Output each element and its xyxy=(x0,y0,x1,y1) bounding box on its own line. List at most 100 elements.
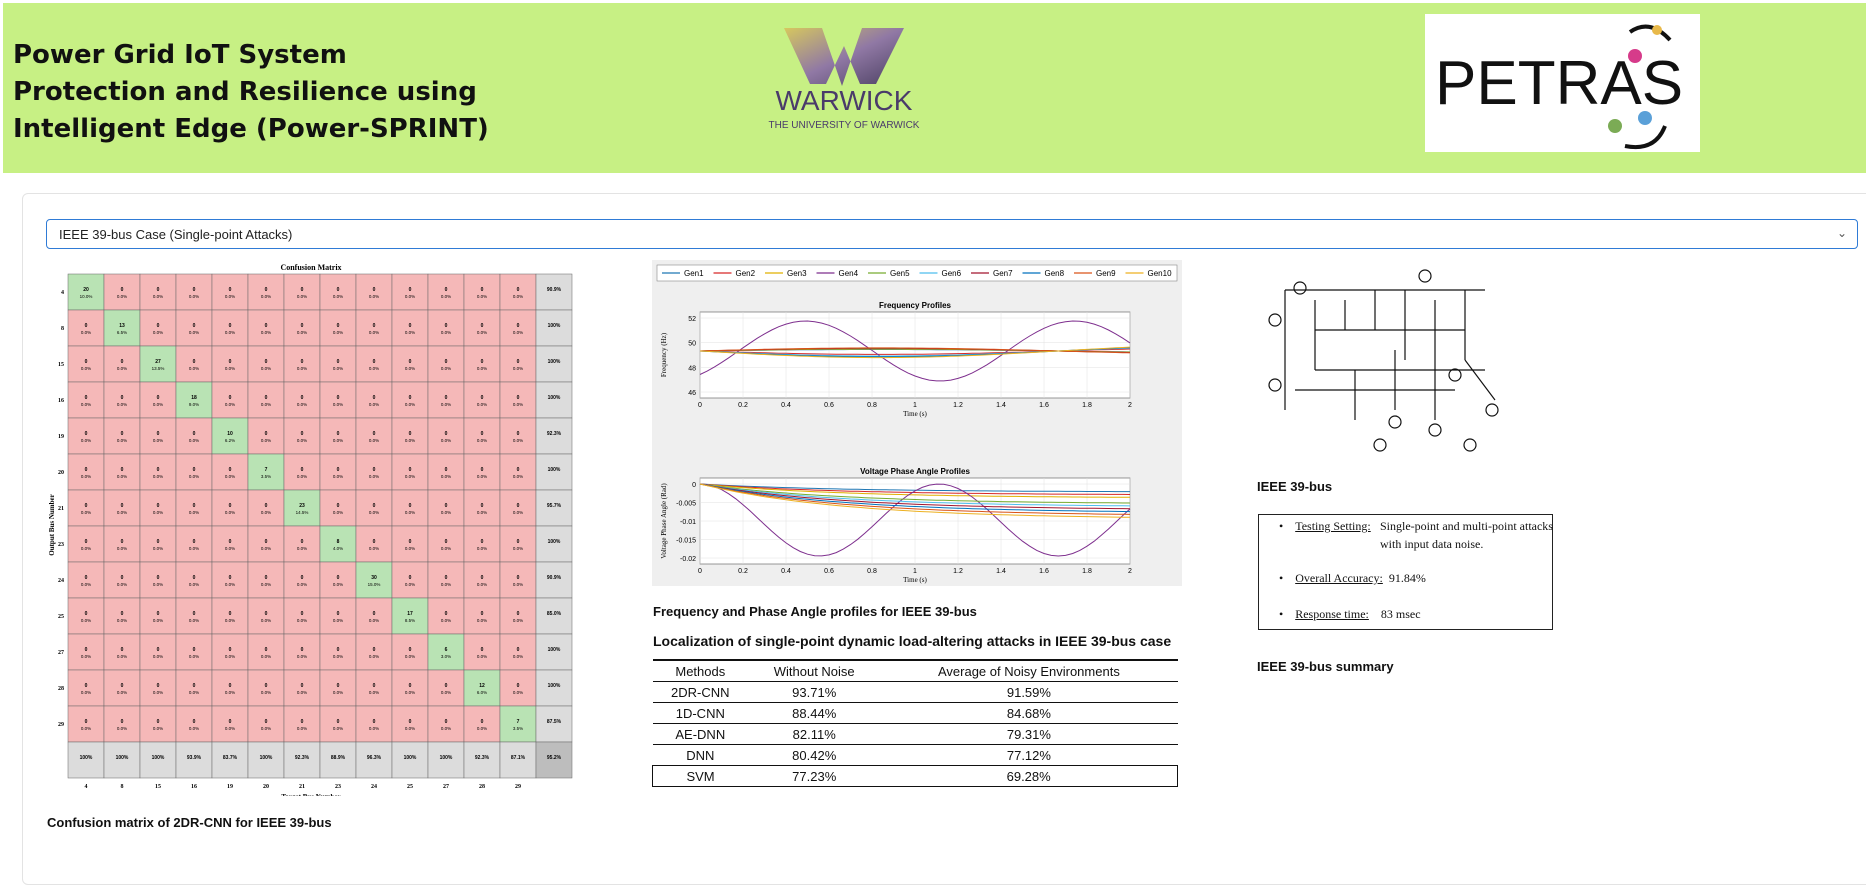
cm-cell-pct: 0.0% xyxy=(369,654,379,659)
cm-cell-pct: 0.0% xyxy=(117,294,127,299)
cm-cell-pct: 0.0% xyxy=(81,438,91,443)
cm-cell-pct: 0.0% xyxy=(189,546,199,551)
cm-cell-pct: 6.2% xyxy=(225,438,235,443)
cm-cell-value: 0 xyxy=(229,719,232,725)
cm-cell xyxy=(391,741,429,779)
table-row: SVM 77.23% 69.28% xyxy=(652,765,1178,787)
cm-cell xyxy=(175,705,213,743)
cm-cell xyxy=(211,273,249,311)
x-tick-label: 0.6 xyxy=(824,402,834,409)
cm-cell-value: 0 xyxy=(265,611,268,617)
cm-cell-pct: 0.0% xyxy=(189,582,199,587)
cm-cell-value: 0 xyxy=(301,539,304,545)
y-tick-label: 52 xyxy=(688,316,696,323)
cm-cell xyxy=(391,561,429,599)
cm-cell xyxy=(463,273,501,311)
cm-xlabel: Target Bus Number xyxy=(281,793,340,796)
cm-cell-pct: 0.0% xyxy=(81,654,91,659)
x-tick-label: 0.2 xyxy=(738,568,748,575)
legend-label: Gen2 xyxy=(736,269,756,278)
cm-col-label: 23 xyxy=(335,784,341,790)
cm-cell xyxy=(67,381,105,419)
cm-cell-value: 0 xyxy=(517,431,520,437)
cm-cell-pct: 0.0% xyxy=(441,438,451,443)
cm-cell-pct: 0.0% xyxy=(261,366,271,371)
cm-cell-value: 100% xyxy=(548,467,561,473)
cm-cell xyxy=(247,417,285,455)
cm-cell-pct: 0.0% xyxy=(297,618,307,623)
confusion-matrix-figure: Confusion Matrix 20 10.0% 0 0.0% 0 0.0% 0 0.0% 0 0… xyxy=(46,260,576,801)
cm-cell xyxy=(463,525,501,563)
cm-cell xyxy=(391,669,429,707)
cm-cell xyxy=(247,273,285,311)
value-cell: 80.42% xyxy=(792,747,837,763)
cm-cell xyxy=(283,489,321,527)
header-noisy: Average of Noisy Environments xyxy=(937,663,1120,679)
cm-cell-pct: 0.0% xyxy=(225,294,235,299)
cm-cell-value: 8 xyxy=(337,539,340,545)
cm-cell xyxy=(535,633,573,671)
cm-cell-value: 0 xyxy=(157,287,160,293)
cm-cell xyxy=(535,309,573,347)
cm-col-label: 28 xyxy=(479,784,485,790)
value-cell: 88.44% xyxy=(792,705,837,721)
cm-cell-pct: 0.0% xyxy=(261,546,271,551)
x-tick-label: 1.4 xyxy=(996,402,1006,409)
cm-cell xyxy=(319,417,357,455)
cm-cell-pct: 0.0% xyxy=(477,402,487,407)
cm-cell xyxy=(319,633,357,671)
phase-series xyxy=(699,483,1131,518)
cm-cell-value: 100% xyxy=(548,323,561,329)
ieee39-summary-box: • Testing Setting: Single-point and mult… xyxy=(1258,514,1553,630)
cm-cell-pct: 0.0% xyxy=(297,726,307,731)
cm-cell-value: 0 xyxy=(517,539,520,545)
cm-cell-value: 0 xyxy=(229,395,232,401)
cm-cell-pct: 0.0% xyxy=(333,654,343,659)
title-line-3: Intelligent Edge (Power-SPRINT) xyxy=(13,114,489,144)
cm-cell-pct: 0.0% xyxy=(81,726,91,731)
cm-cell-pct: 3.0% xyxy=(441,654,451,659)
x-tick-label: 1 xyxy=(913,568,917,575)
cm-cell-value: 0 xyxy=(193,719,196,725)
cm-cell-value: 0 xyxy=(445,719,448,725)
cm-cell-value: 0 xyxy=(229,539,232,545)
cm-cell xyxy=(499,561,537,599)
cm-cell-value: 0 xyxy=(193,611,196,617)
cm-cell-pct: 0.0% xyxy=(81,618,91,623)
cm-cell-value: 0 xyxy=(121,503,124,509)
cm-cell-value: 0 xyxy=(121,611,124,617)
cm-cell-value: 0 xyxy=(517,647,520,653)
cm-cell-pct: 0.0% xyxy=(441,402,451,407)
cm-cell xyxy=(283,669,321,707)
cm-cell xyxy=(283,597,321,635)
cm-cell xyxy=(319,525,357,563)
cm-cell-value: 0 xyxy=(265,575,268,581)
cm-cell-pct: 0.0% xyxy=(189,618,199,623)
cm-cell-value: 0 xyxy=(409,719,412,725)
cm-cell-value: 0 xyxy=(193,431,196,437)
cm-cell-pct: 0.0% xyxy=(477,330,487,335)
cm-cell-pct: 0.0% xyxy=(189,726,199,731)
cm-cell-pct: 0.0% xyxy=(117,402,127,407)
cm-cell-value: 0 xyxy=(517,287,520,293)
cm-cell-pct: 0.0% xyxy=(225,510,235,515)
case-select-dropdown[interactable]: IEEE 39-bus Case (Single-point Attacks) … xyxy=(46,219,1858,249)
cm-cell xyxy=(67,669,105,707)
phase-series xyxy=(699,483,1131,515)
cm-cell-value: 0 xyxy=(301,323,304,329)
cm-cell-pct: 0.0% xyxy=(513,654,523,659)
cm-col-label: 21 xyxy=(299,784,305,790)
cm-cell-value: 0 xyxy=(85,467,88,473)
cm-cell xyxy=(463,453,501,491)
cm-cell-pct: 4.0% xyxy=(333,546,343,551)
cm-cell-pct: 13.5% xyxy=(152,366,165,371)
cm-cell-value: 0 xyxy=(517,395,520,401)
cm-row-label: 15 xyxy=(58,362,64,368)
cm-cell-pct: 0.0% xyxy=(189,438,199,443)
cm-cell xyxy=(139,705,177,743)
cm-cell-pct: 0.0% xyxy=(441,582,451,587)
cm-cell-value: 0 xyxy=(517,359,520,365)
panel-title: Voltage Phase Angle Profiles xyxy=(860,467,970,476)
cm-cell-pct: 0.0% xyxy=(333,726,343,731)
accuracy-label: Overall Accuracy: xyxy=(1295,571,1383,585)
